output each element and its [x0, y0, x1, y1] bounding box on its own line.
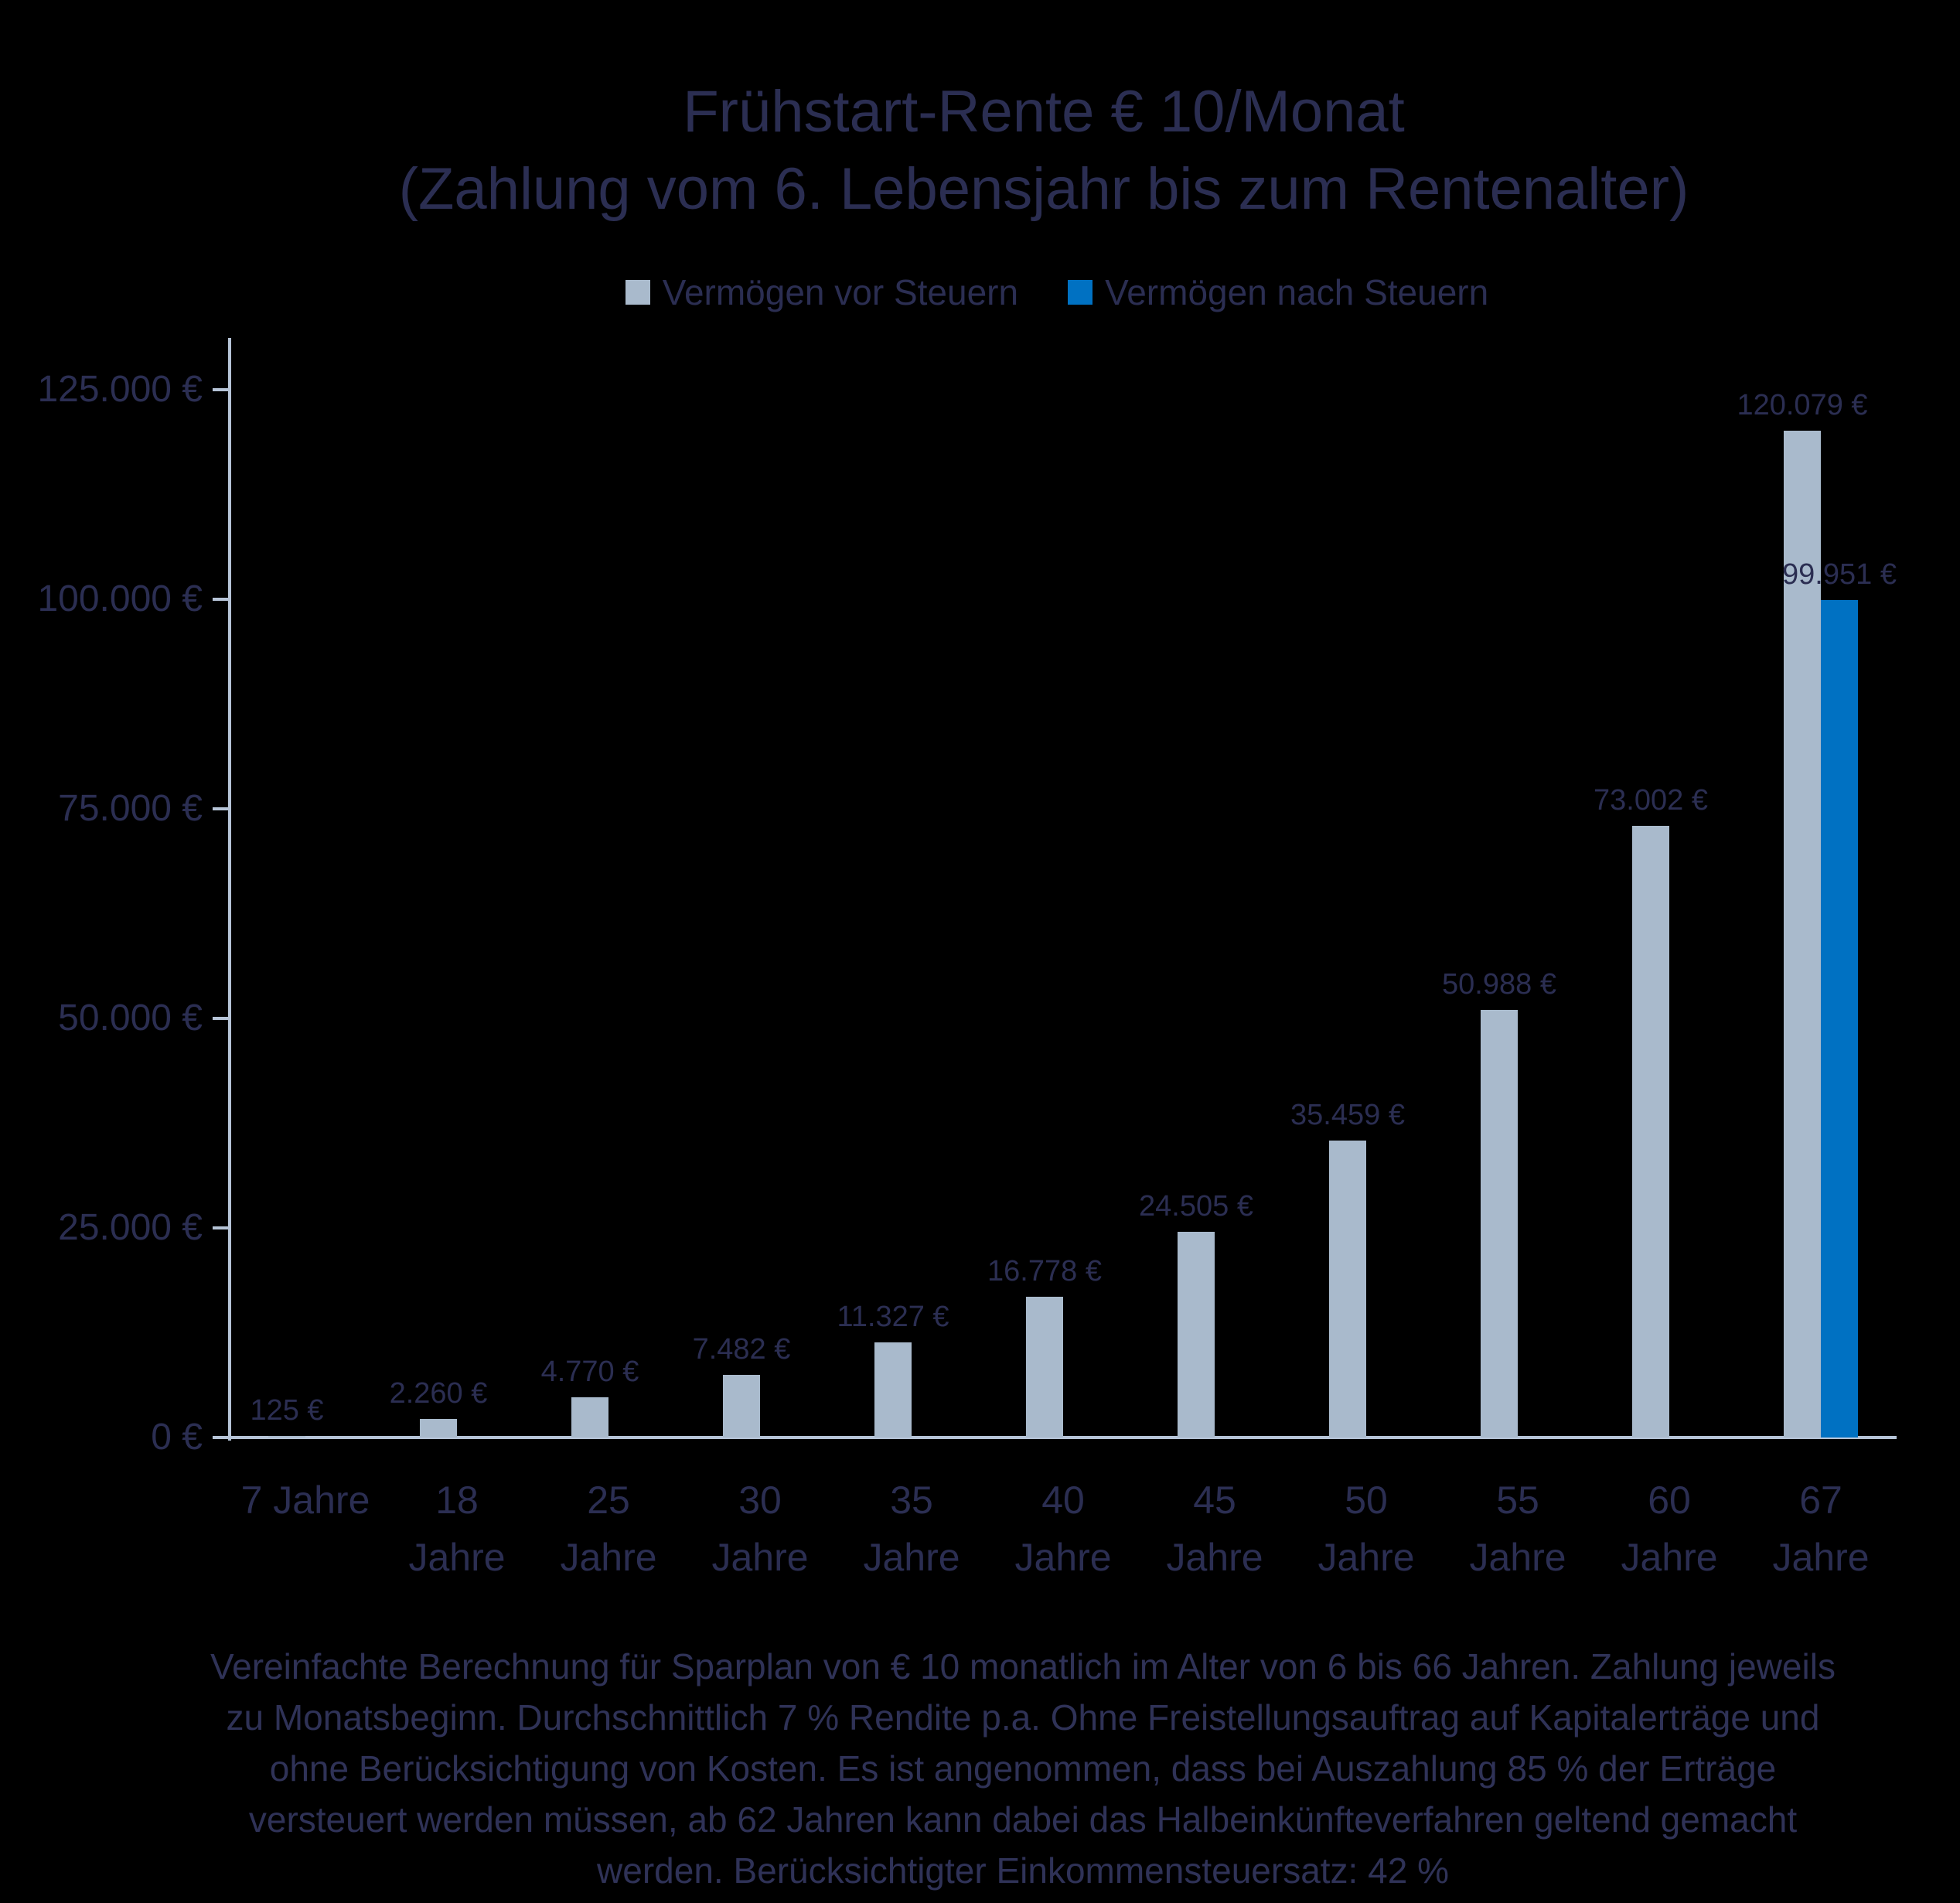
x-axis-category-label-line1: 18 [435, 1478, 479, 1522]
bar-value-label: 16.778 € [987, 1255, 1102, 1288]
legend-swatch-vor-steuern-icon [625, 280, 650, 305]
x-axis-category-label: 40 Jahre [987, 1472, 1139, 1586]
y-axis-tick [213, 598, 228, 601]
bar-vor-steuern-60-jahre [1632, 825, 1669, 1437]
x-axis-category-label-line2: Jahre [1014, 1536, 1112, 1579]
bar-value-label: 24.505 € [1139, 1190, 1253, 1223]
x-axis-category-label: 35 Jahre [836, 1472, 987, 1586]
x-axis-category-label-line1: 30 [738, 1478, 782, 1522]
x-axis-category-label: 55 Jahre [1442, 1472, 1594, 1586]
legend-label-nach-steuern: Vermögen nach Steuern [1105, 272, 1489, 312]
bar-vor-steuern-18-jahre [420, 1418, 457, 1437]
y-axis-tick [213, 388, 228, 391]
bar-vor-steuern-7-jahre [268, 1436, 305, 1437]
bar-value-label: 4.770 € [540, 1356, 639, 1389]
bar-value-label: 35.459 € [1290, 1098, 1405, 1131]
x-axis-category-label: 60 Jahre [1594, 1472, 1745, 1586]
bar-vor-steuern-30-jahre [723, 1374, 760, 1437]
y-axis-tick-label: 50.000 € [58, 998, 203, 1038]
x-axis-category-label-line1: 40 [1041, 1478, 1085, 1522]
bar-vor-steuern-35-jahre [874, 1342, 912, 1437]
x-axis-category-label-line2: Jahre [1166, 1536, 1263, 1579]
bar-vor-steuern-50-jahre [1329, 1140, 1366, 1437]
legend-swatch-nach-steuern-icon [1068, 280, 1093, 305]
legend-label-vor-steuern: Vermögen vor Steuern [662, 272, 1019, 312]
bar-value-label: 11.327 € [837, 1301, 949, 1334]
y-axis-tick [213, 1017, 228, 1020]
x-axis-category-label: 50 Jahre [1290, 1472, 1442, 1586]
legend-item-vermoegen-nach-steuern: Vermögen nach Steuern [1068, 275, 1488, 310]
x-axis-category-label-line2: Jahre [1317, 1536, 1415, 1579]
x-axis-category-label-line1: 25 [587, 1478, 630, 1522]
y-axis-tick-label: 125.000 € [37, 369, 203, 410]
bar-nach-steuern-67-jahre [1821, 599, 1858, 1437]
x-axis-line [230, 1436, 1897, 1439]
bar-vor-steuern-25-jahre [571, 1397, 608, 1437]
x-axis-category-label-line2: Jahre [863, 1536, 960, 1579]
y-axis-tick-label: 25.000 € [58, 1207, 203, 1248]
y-axis-tick [213, 1226, 228, 1229]
bar-vor-steuern-67-jahre [1784, 431, 1821, 1437]
bar-value-label: 99.951 € [1782, 558, 1897, 591]
x-axis-category-label: 18 Jahre [381, 1472, 533, 1586]
chart-title-line2: (Zahlung vom 6. Lebensjahr bis zum Rente… [398, 156, 1689, 222]
chart-title: Frühstart-Rente € 10/Monat (Zahlung vom … [128, 73, 1960, 228]
bar-value-label: 2.260 € [389, 1376, 488, 1410]
x-axis-category-label: 30 Jahre [684, 1472, 836, 1586]
x-axis-category-label-line1: 50 [1345, 1478, 1388, 1522]
x-axis-category-label-line1: 60 [1648, 1478, 1691, 1522]
x-axis-category-label-line1: 35 [890, 1478, 933, 1522]
x-axis-category-label: 67 Jahre [1745, 1472, 1897, 1586]
y-axis-tick-label: 75.000 € [58, 788, 203, 829]
bar-value-label: 50.988 € [1442, 968, 1556, 1001]
bar-value-label: 125 € [250, 1394, 324, 1427]
x-axis-category-label-line1: 45 [1193, 1478, 1236, 1522]
legend: Vermögen vor Steuern Vermögen nach Steue… [155, 275, 1959, 310]
x-axis-category-label-line1: 7 Jahre [240, 1478, 370, 1522]
legend-item-vermoegen-vor-steuern: Vermögen vor Steuern [625, 275, 1018, 310]
bar-vor-steuern-45-jahre [1178, 1232, 1215, 1437]
x-axis-category-label-line2: Jahre [711, 1536, 809, 1579]
x-axis-category-label: 7 Jahre [230, 1472, 381, 1529]
x-axis-category-label-line2: Jahre [408, 1536, 506, 1579]
y-axis-line [228, 338, 231, 1441]
y-axis-tick-label: 0 € [151, 1417, 203, 1458]
chart-title-line1: Frühstart-Rente € 10/Monat [683, 79, 1405, 145]
y-axis-tick [213, 1436, 228, 1439]
x-axis-category-label-line1: 55 [1496, 1478, 1539, 1522]
footnote: Vereinfachte Berechnung für Sparplan von… [210, 1646, 1836, 1891]
x-axis-category-label: 45 Jahre [1139, 1472, 1290, 1586]
x-axis-category-label: 25 Jahre [533, 1472, 684, 1586]
bar-vor-steuern-55-jahre [1481, 1010, 1518, 1437]
bar-value-label: 120.079 € [1737, 389, 1868, 422]
bar-value-label: 73.002 € [1594, 783, 1708, 817]
y-axis-tick [213, 807, 228, 810]
y-axis-tick-label: 100.000 € [37, 578, 203, 619]
x-axis-category-label-line1: 67 [1799, 1478, 1842, 1522]
x-axis-category-label-line2: Jahre [1621, 1536, 1718, 1579]
bar-vor-steuern-40-jahre [1026, 1297, 1063, 1437]
bar-value-label: 7.482 € [692, 1332, 791, 1366]
x-axis-category-label-line2: Jahre [1772, 1536, 1870, 1579]
x-axis-category-label-line2: Jahre [1469, 1536, 1566, 1579]
x-axis-category-label-line2: Jahre [560, 1536, 657, 1579]
